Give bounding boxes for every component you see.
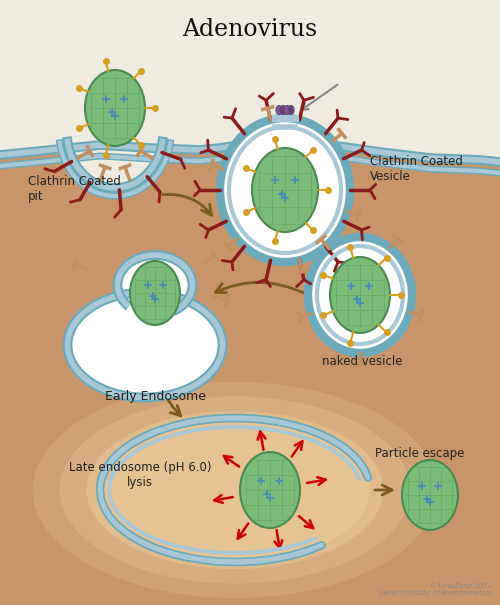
Text: Clathrin Coated
Vesicle: Clathrin Coated Vesicle <box>370 155 463 183</box>
Ellipse shape <box>125 300 175 330</box>
Text: naked vesicle: naked vesicle <box>322 355 402 368</box>
Polygon shape <box>0 0 500 162</box>
Ellipse shape <box>330 257 390 333</box>
Text: Adenovirus: Adenovirus <box>182 18 318 41</box>
Ellipse shape <box>68 292 222 397</box>
Ellipse shape <box>276 105 282 114</box>
Ellipse shape <box>308 237 412 353</box>
Text: Late endosome (pH 6.0)
lysis: Late endosome (pH 6.0) lysis <box>69 461 211 489</box>
Ellipse shape <box>240 452 300 528</box>
Ellipse shape <box>280 105 286 114</box>
Ellipse shape <box>220 118 350 262</box>
Ellipse shape <box>60 396 410 584</box>
Ellipse shape <box>32 382 438 598</box>
Ellipse shape <box>288 105 294 114</box>
Ellipse shape <box>100 418 370 562</box>
Text: Clathrin Coated
pit: Clathrin Coated pit <box>28 175 121 203</box>
Ellipse shape <box>118 255 192 315</box>
Text: Particle escape: Particle escape <box>376 447 464 460</box>
Ellipse shape <box>252 148 318 232</box>
Text: © ViralZone 2011
Swiss Institute of Bioinformatics: © ViralZone 2011 Swiss Institute of Bioi… <box>380 583 492 596</box>
Text: Early Endosome: Early Endosome <box>105 390 206 403</box>
Polygon shape <box>68 78 162 188</box>
Ellipse shape <box>402 460 458 530</box>
Ellipse shape <box>86 411 384 569</box>
Ellipse shape <box>85 70 145 146</box>
Ellipse shape <box>130 261 180 325</box>
Ellipse shape <box>284 105 290 114</box>
